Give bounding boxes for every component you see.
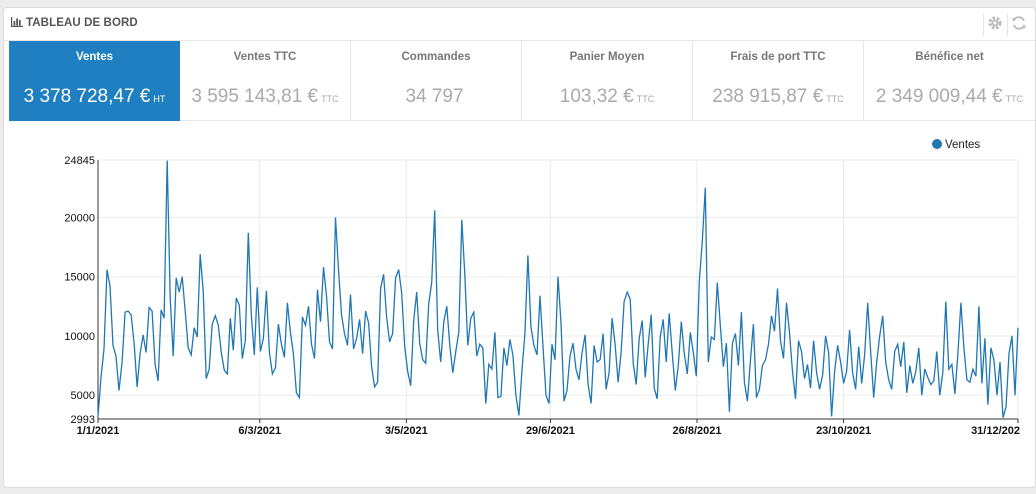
panel-title: TABLEAU DE BORD — [11, 17, 138, 30]
x-tick-label: 1/1/2021 — [77, 425, 120, 437]
y-tick-label: 24845 — [64, 155, 95, 167]
legend-label-ventes: Ventes — [945, 139, 980, 151]
x-tick-label: 29/6/2021 — [526, 425, 575, 437]
kpi-unit: TTC — [826, 94, 844, 104]
kpi-label: Bénéfice net — [915, 51, 984, 63]
kpi-amount: 34 797 — [405, 86, 464, 107]
chart-legend[interactable]: Ventes — [932, 139, 980, 151]
kpi-amount: 2 349 009,44 € — [875, 86, 1003, 107]
y-tick-label: 2993 — [71, 414, 95, 426]
y-tick-label: 15000 — [64, 272, 95, 284]
kpi-tab-panier-moyen[interactable]: Panier Moyen 103,32 € TTC — [522, 41, 693, 121]
x-tick-label: 6/3/2021 — [238, 425, 281, 437]
kpi-tab-frais-de-port[interactable]: Frais de port TTC 238 915,87 € TTC — [693, 41, 864, 121]
kpi-unit: TTC — [1005, 94, 1024, 104]
x-tick-label: 23/10/2021 — [816, 425, 871, 437]
y-tick-label: 10000 — [64, 331, 95, 343]
kpi-tab-benefice-net[interactable]: Bénéfice net 2 349 009,44 € TTC — [864, 41, 1035, 121]
kpi-unit: HT — [153, 94, 166, 104]
kpi-unit: TTC — [321, 94, 339, 104]
kpi-value: 2 349 009,44 € TTC — [864, 86, 1035, 108]
kpi-label: Commandes — [401, 51, 471, 63]
kpi-label: Frais de port TTC — [730, 51, 826, 63]
y-tick-label: 20000 — [64, 212, 95, 224]
kpi-label: Ventes TTC — [233, 51, 297, 63]
kpi-amount: 238 915,87 € — [712, 86, 824, 107]
kpi-value: 103,32 € TTC — [522, 86, 692, 108]
y-tick-label: 5000 — [71, 390, 95, 402]
refresh-button[interactable] — [1007, 14, 1030, 36]
kpi-amount: 3 378 728,47 € — [23, 86, 151, 107]
refresh-icon — [1011, 15, 1027, 36]
panel-header: TABLEAU DE BORD — [4, 8, 1035, 41]
kpi-tab-commandes[interactable]: Commandes 34 797 — [351, 41, 522, 121]
x-tick-label: 31/12/202 — [971, 425, 1020, 437]
kpi-value: 3 378 728,47 € HT — [9, 86, 180, 108]
gear-icon — [987, 15, 1003, 36]
kpi-amount: 3 595 143,81 € — [191, 86, 319, 107]
legend-marker-ventes — [932, 139, 942, 149]
series-line-ventes — [97, 160, 1019, 418]
panel-title-text: TABLEAU DE BORD — [26, 17, 138, 29]
kpi-label: Panier Moyen — [569, 51, 645, 63]
kpi-label: Ventes — [75, 51, 114, 63]
x-tick-label: 3/5/2021 — [385, 425, 428, 437]
x-tick-label: 26/8/2021 — [673, 425, 722, 437]
kpi-unit: TTC — [636, 94, 655, 104]
bar-chart-icon — [11, 17, 23, 30]
y-axis: 2993 5000 10000 15000 20000 24845 — [64, 155, 99, 426]
kpi-amount: 103,32 € — [559, 86, 634, 107]
kpi-value: 34 797 — [351, 86, 521, 108]
kpi-value: 3 595 143,81 € TTC — [180, 86, 350, 108]
kpi-tab-ventes-ttc[interactable]: Ventes TTC 3 595 143,81 € TTC — [180, 41, 351, 121]
kpi-value: 238 915,87 € TTC — [693, 86, 863, 108]
kpi-tab-ventes[interactable]: Ventes 3 378 728,47 € HT — [9, 41, 180, 121]
kpi-tabs: Ventes 3 378 728,47 € HT Ventes TTC 3 595… — [9, 41, 1035, 121]
settings-button[interactable] — [983, 14, 1006, 36]
x-axis: 1/1/2021 6/3/2021 3/5/2021 29/6/2021 26/8/20… — [77, 418, 1020, 437]
